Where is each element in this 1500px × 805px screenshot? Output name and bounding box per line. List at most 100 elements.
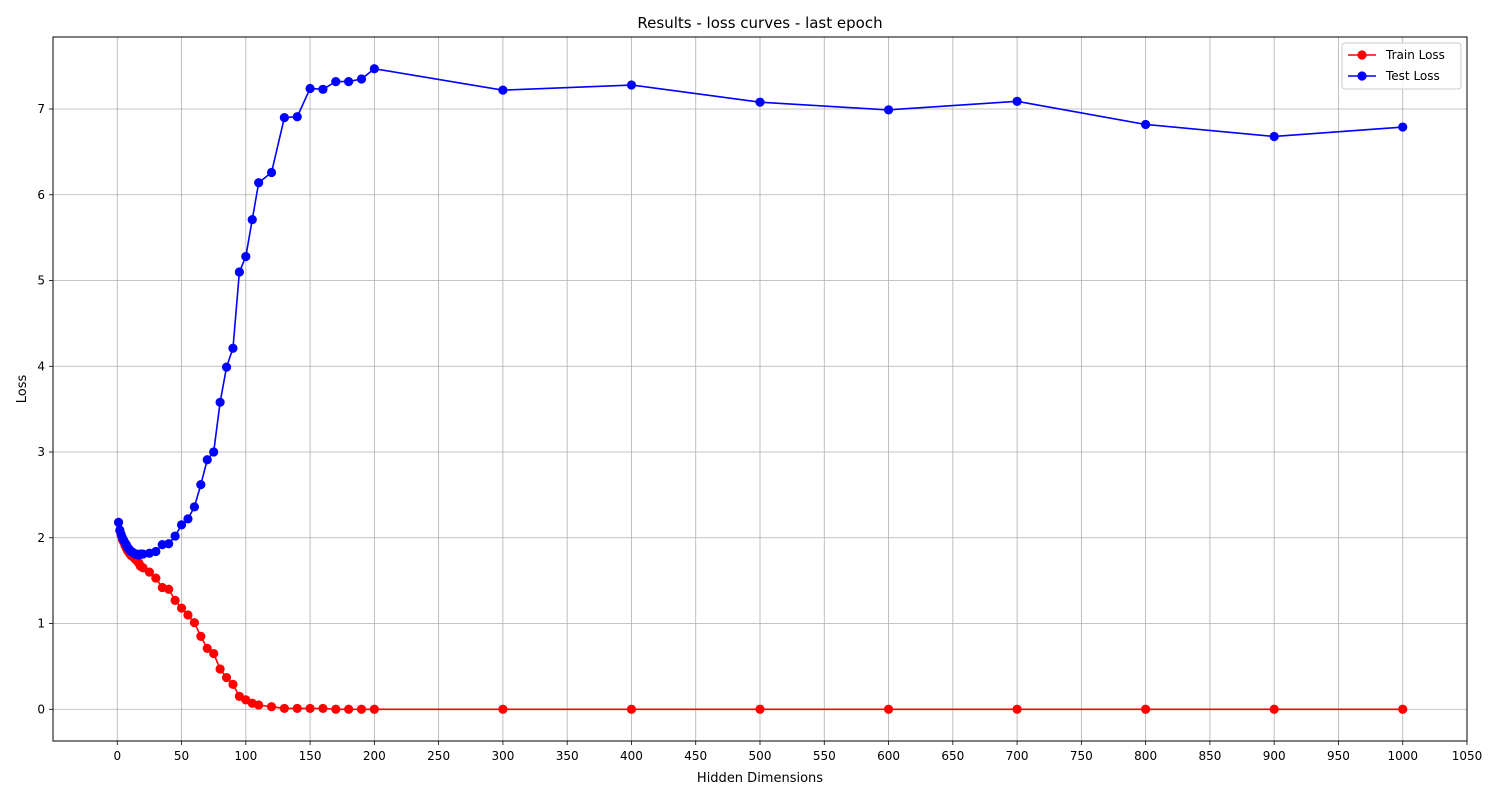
test-loss-point	[883, 105, 894, 115]
x-tick-label: 150	[299, 749, 322, 763]
test-loss-point	[369, 64, 379, 74]
test-loss-point	[254, 178, 264, 188]
train-loss-point	[196, 631, 206, 641]
x-tick-label: 850	[1198, 749, 1221, 763]
test-loss-point	[241, 251, 251, 262]
test-loss-point	[247, 215, 257, 225]
x-tick-label: 500	[749, 749, 772, 763]
x-tick-label: 450	[684, 749, 707, 763]
train-loss-point	[144, 567, 155, 577]
chart-title: Results - loss curves - last epoch	[637, 14, 882, 32]
x-tick-label: 200	[363, 749, 386, 763]
train-loss-point	[369, 704, 379, 714]
y-tick-label: 4	[37, 359, 45, 373]
test-loss-point	[356, 74, 367, 84]
train-loss-point	[215, 664, 225, 674]
x-tick-label: 700	[1006, 749, 1029, 763]
train-loss-point	[883, 704, 894, 714]
train-loss-point	[202, 643, 212, 653]
test-loss-point	[234, 267, 244, 277]
x-tick-label: 750	[1070, 749, 1093, 763]
x-tick-label: 900	[1263, 749, 1286, 763]
test-loss-point	[228, 343, 238, 353]
x-tick-label: 250	[427, 749, 450, 763]
axis-ticks: 0 50 100 150 200 250 300 350 400 450 500 550 600 650 7…	[37, 102, 1482, 763]
train-loss-point	[1398, 704, 1408, 714]
test-loss-point	[331, 76, 341, 87]
train-loss-point	[626, 704, 637, 714]
train-loss-point	[1141, 704, 1151, 714]
test-loss-point	[209, 447, 219, 457]
train-loss-point	[1269, 704, 1279, 714]
test-loss-point	[279, 113, 289, 123]
train-loss-point	[164, 584, 174, 594]
test-loss-point	[170, 531, 180, 541]
test-loss-point	[1012, 96, 1022, 106]
train-loss-point	[279, 703, 289, 714]
y-tick-label: 1	[37, 617, 45, 631]
test-loss-point	[183, 514, 193, 524]
test-loss-point	[1269, 131, 1279, 142]
x-tick-label: 50	[174, 749, 189, 763]
test-loss-point	[1398, 122, 1408, 132]
test-loss-point	[202, 455, 212, 465]
test-loss-point	[151, 546, 161, 557]
train-loss-point	[170, 595, 180, 605]
test-loss-point	[318, 84, 328, 94]
x-tick-label: 400	[620, 749, 643, 763]
legend-test-loss-marker	[1357, 71, 1367, 81]
x-tick-label: 300	[491, 749, 514, 763]
test-loss-point	[196, 480, 206, 490]
train-loss-point	[221, 672, 232, 683]
x-tick-label: 0	[113, 749, 121, 763]
test-loss-point	[164, 539, 174, 549]
train-loss-point	[356, 704, 367, 714]
x-tick-label: 600	[877, 749, 900, 763]
x-tick-label: 550	[813, 749, 836, 763]
train-loss-point	[305, 703, 315, 714]
legend-train-loss-marker	[1357, 50, 1367, 60]
y-tick-label: 7	[37, 102, 45, 116]
test-loss-point	[215, 397, 225, 407]
test-loss-point	[498, 85, 508, 95]
test-loss-point	[1141, 119, 1151, 130]
y-tick-label: 6	[37, 188, 45, 202]
train-loss-point	[176, 603, 187, 613]
train-loss-point	[344, 704, 354, 714]
legend-test-loss-label: Test Loss	[1385, 69, 1440, 83]
x-tick-label: 800	[1134, 749, 1157, 763]
x-tick-label: 650	[941, 749, 964, 763]
test-loss-series	[113, 64, 1408, 560]
train-loss-point	[266, 702, 277, 712]
train-loss-point	[228, 679, 238, 690]
y-tick-label: 3	[37, 445, 45, 459]
test-loss-point	[305, 83, 315, 94]
train-loss-series	[113, 517, 1408, 714]
y-tick-label: 5	[37, 274, 45, 288]
train-loss-point	[151, 573, 161, 583]
train-loss-point	[498, 704, 508, 714]
train-loss-point	[189, 618, 199, 628]
train-loss-point	[318, 703, 328, 714]
test-loss-point	[189, 502, 199, 512]
train-loss-point	[254, 700, 264, 710]
plot-series	[113, 64, 1408, 714]
x-tick-label: 950	[1327, 749, 1350, 763]
train-loss-point	[292, 703, 302, 714]
x-axis-label: Hidden Dimensions	[697, 771, 823, 786]
train-loss-point	[183, 610, 193, 620]
train-loss-point	[1012, 704, 1022, 714]
test-loss-point	[176, 520, 187, 530]
train-loss-point	[331, 704, 341, 714]
test-loss-point	[626, 80, 637, 90]
x-tick-label: 350	[556, 749, 579, 763]
y-axis-label: Loss	[15, 375, 30, 404]
test-loss-point	[221, 362, 232, 372]
legend: Train Loss Test Loss	[1341, 42, 1462, 90]
x-tick-label: 1000	[1387, 749, 1418, 763]
test-loss-point	[344, 76, 354, 87]
grid-lines	[53, 37, 1468, 741]
test-loss-point	[266, 167, 277, 178]
y-tick-label: 2	[37, 531, 45, 545]
